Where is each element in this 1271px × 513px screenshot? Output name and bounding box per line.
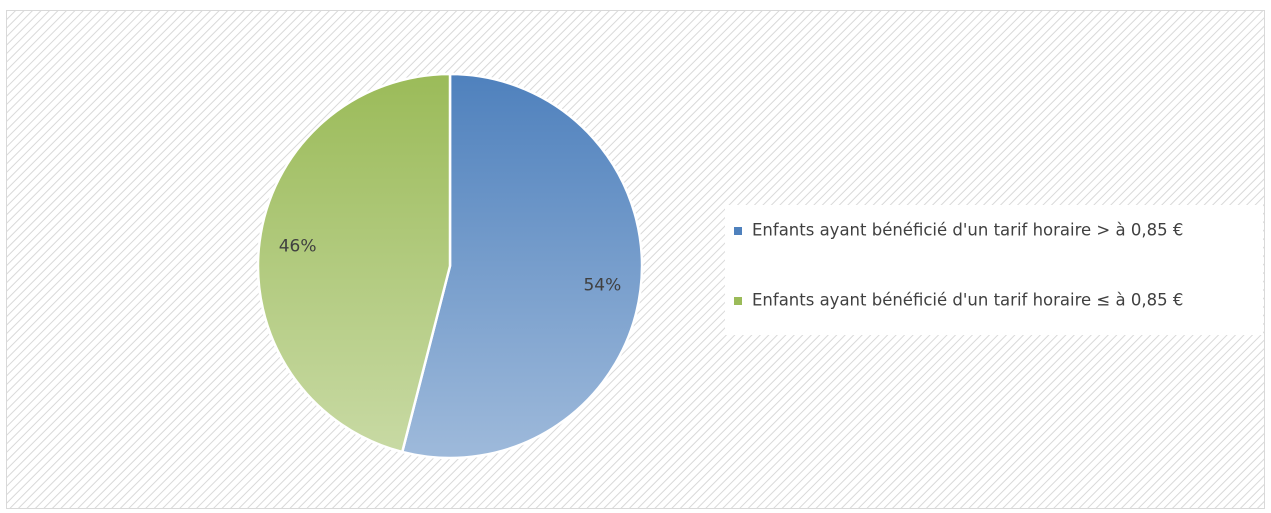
legend-marker — [734, 297, 742, 305]
legend-label: Enfants ayant bénéficié d'un tarif horai… — [752, 291, 1183, 310]
legend-box — [725, 205, 1263, 335]
data-label: 46% — [279, 237, 317, 257]
legend-label: Enfants ayant bénéficié d'un tarif horai… — [752, 221, 1183, 240]
legend-marker — [734, 227, 742, 235]
data-label: 54% — [583, 275, 621, 295]
